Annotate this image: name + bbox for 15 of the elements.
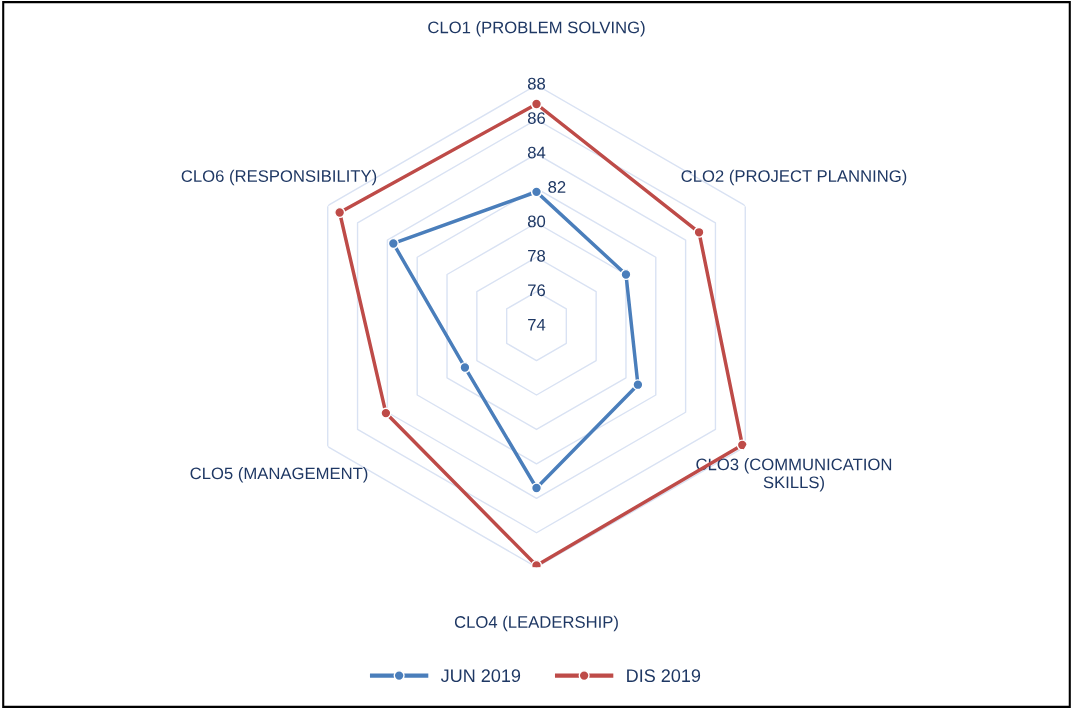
y-tick-label: 74 — [528, 318, 546, 331]
spoke-label: CLO5 (MANAGEMENT) — [190, 467, 368, 483]
legend-label: JUN 2019 — [440, 669, 521, 683]
y-tick-label: 82 — [548, 181, 566, 193]
y-tick-label: 86 — [527, 112, 546, 124]
spoke-label: CLO6 (RESPONSIBILITY) — [181, 169, 377, 186]
y-tick-label: 88 — [527, 77, 546, 90]
y-tick-label: 78 — [528, 249, 546, 262]
y-tick-label: 76 — [528, 284, 546, 297]
y-tick-label: 80 — [527, 215, 546, 228]
y-tick-label: 84 — [527, 146, 546, 159]
spoke-label: CLO2 (PROJECT PLANNING) — [681, 169, 907, 186]
spoke-label: CLO4 (LEADERSHIP) — [454, 615, 618, 632]
legend-label: DIS 2019 — [627, 669, 701, 683]
spoke-label: CLO1 (PROBLEM SOLVING) — [428, 21, 645, 37]
